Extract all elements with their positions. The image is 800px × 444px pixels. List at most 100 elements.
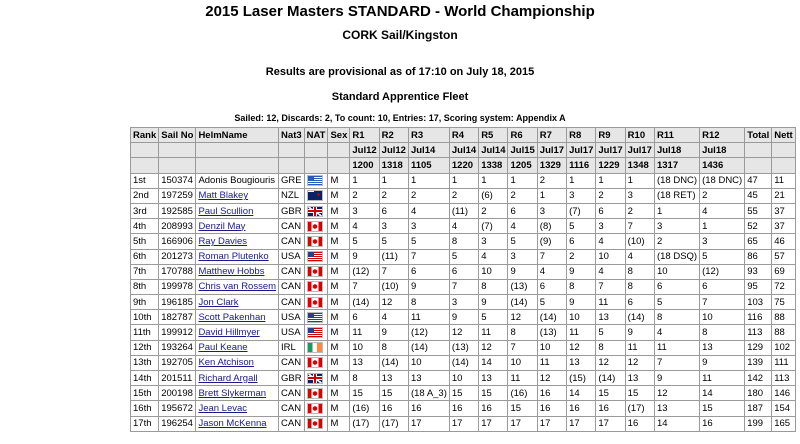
helm-name-link[interactable]: Jon Clark xyxy=(198,296,239,308)
date-cell: Jul14 xyxy=(448,142,480,159)
nat3: CAN xyxy=(278,354,305,372)
nett: 113 xyxy=(771,369,797,387)
flag xyxy=(306,235,323,247)
race-score: 3 xyxy=(448,294,480,311)
helm-name-link[interactable]: Matt Blakey xyxy=(198,190,249,202)
race-score: 5 xyxy=(507,233,538,250)
rank: 2nd xyxy=(129,187,160,204)
helm-name-link[interactable]: Denzil May xyxy=(198,220,246,232)
race-score: 16 xyxy=(378,400,409,417)
race-score: 15 xyxy=(349,385,380,402)
total: 45 xyxy=(744,187,773,204)
result-row: 13th 192705 Ken Atchison CAN M 13 (14) 10 (14) 14… xyxy=(129,354,797,372)
race-score: (12) xyxy=(407,324,450,341)
helm-name-link[interactable]: Paul Keane xyxy=(198,342,248,354)
race-score: 8 xyxy=(595,339,626,356)
time-cell: 1116 xyxy=(566,157,597,174)
race-score: 8 xyxy=(624,263,655,280)
column-header: R4 xyxy=(448,126,480,144)
helm-name-link[interactable]: Ken Atchison xyxy=(198,357,254,369)
flag xyxy=(306,327,323,339)
status: Results are provisional as of 17:10 on J… xyxy=(265,66,535,78)
column-header: R9 xyxy=(595,126,626,144)
race-score: (17) xyxy=(349,415,380,432)
race-score: 4 xyxy=(407,202,450,220)
flag-cell xyxy=(303,339,329,356)
helm-name-link[interactable]: Roman Plutenko xyxy=(198,251,269,263)
nat3: CAN xyxy=(278,415,305,432)
flag-cell xyxy=(303,400,329,417)
race-score: 6 xyxy=(624,294,655,311)
nat3: GBR xyxy=(278,202,305,220)
helm-name-cell: Denzil May xyxy=(195,218,280,235)
sail-no: 195672 xyxy=(158,400,197,417)
result-row: 10th 182787 Scott Pakenhan USA M 6 4 11 9 5 12 (14)… xyxy=(129,309,797,326)
helm-name-link[interactable]: Paul Scullion xyxy=(198,205,254,217)
race-score: 6 xyxy=(536,278,568,296)
empty-cell xyxy=(195,157,280,174)
sex: M xyxy=(327,294,351,311)
helm-name-link[interactable]: Ray Davies xyxy=(198,235,248,247)
empty-cell xyxy=(744,157,773,174)
nett: 75 xyxy=(771,294,797,311)
race-score: (18 RET) xyxy=(653,187,701,204)
flag xyxy=(306,296,323,308)
race-score: 12 xyxy=(566,339,597,356)
flag-cell xyxy=(303,248,329,265)
total: 129 xyxy=(744,339,773,356)
rank: 12th xyxy=(129,339,160,356)
race-score: 12 xyxy=(624,354,655,372)
sail-no: 166906 xyxy=(158,233,197,250)
race-score: 10 xyxy=(478,263,509,280)
helm-name-link[interactable]: Brett Slykerman xyxy=(198,387,267,399)
fleet: Standard Apprentice Fleet xyxy=(331,91,469,103)
rank: 15th xyxy=(129,385,160,402)
helm-name-cell: David Hillmyer xyxy=(195,324,280,341)
total: 199 xyxy=(744,415,773,432)
race-score: 12 xyxy=(378,294,409,311)
nat3: USA xyxy=(278,309,305,326)
race-score: 16 xyxy=(536,385,568,402)
nat3: CAN xyxy=(278,278,305,296)
column-header: R12 xyxy=(699,126,746,144)
helm-name-link[interactable]: Jean Levac xyxy=(198,402,248,414)
helm-name-link[interactable]: Matthew Hobbs xyxy=(198,266,265,278)
time-cell: 1200 xyxy=(349,157,380,174)
flag xyxy=(306,402,323,414)
race-score: 11 xyxy=(407,309,450,326)
flag xyxy=(306,387,323,399)
race-score: 4 xyxy=(478,248,509,265)
race-score: 4 xyxy=(378,309,409,326)
race-score: 1 xyxy=(349,172,380,189)
race-score: 2 xyxy=(378,187,409,204)
race-score: 13 xyxy=(566,354,597,372)
flag xyxy=(306,251,323,263)
race-score: 16 xyxy=(448,400,480,417)
flag-cell xyxy=(303,172,329,189)
nat3: CAN xyxy=(278,385,305,402)
race-score: 4 xyxy=(595,263,626,280)
race-score: 13 xyxy=(349,354,380,372)
sex: M xyxy=(327,415,351,432)
race-score: 7 xyxy=(595,278,626,296)
nat3: GRE xyxy=(278,172,305,189)
nat3: IRL xyxy=(278,339,305,356)
rank: 13th xyxy=(129,354,160,372)
helm-name-link[interactable]: Jason McKenna xyxy=(198,418,267,430)
helm-name-link[interactable]: David Hillmyer xyxy=(198,327,260,339)
flag-cell xyxy=(303,415,329,432)
race-score: 14 xyxy=(566,385,597,402)
helm-name-link[interactable]: Scott Pakenhan xyxy=(198,311,266,323)
race-score: 4 xyxy=(624,248,655,265)
nett: 37 xyxy=(771,202,797,220)
result-row: 12th 193264 Paul Keane IRL M 10 8 (14) (13) 12 7 10… xyxy=(129,339,797,356)
column-header: Nat3 xyxy=(278,126,305,144)
race-score: 3 xyxy=(349,202,380,220)
race-score: 1 xyxy=(566,172,597,189)
race-score: 4 xyxy=(507,218,538,235)
helm-name-link[interactable]: Richard Argall xyxy=(198,372,258,384)
nat3: GBR xyxy=(278,369,305,387)
race-score: 16 xyxy=(624,415,655,432)
race-score: 7 xyxy=(448,278,480,296)
helm-name-link[interactable]: Chris van Rossem xyxy=(198,281,277,293)
